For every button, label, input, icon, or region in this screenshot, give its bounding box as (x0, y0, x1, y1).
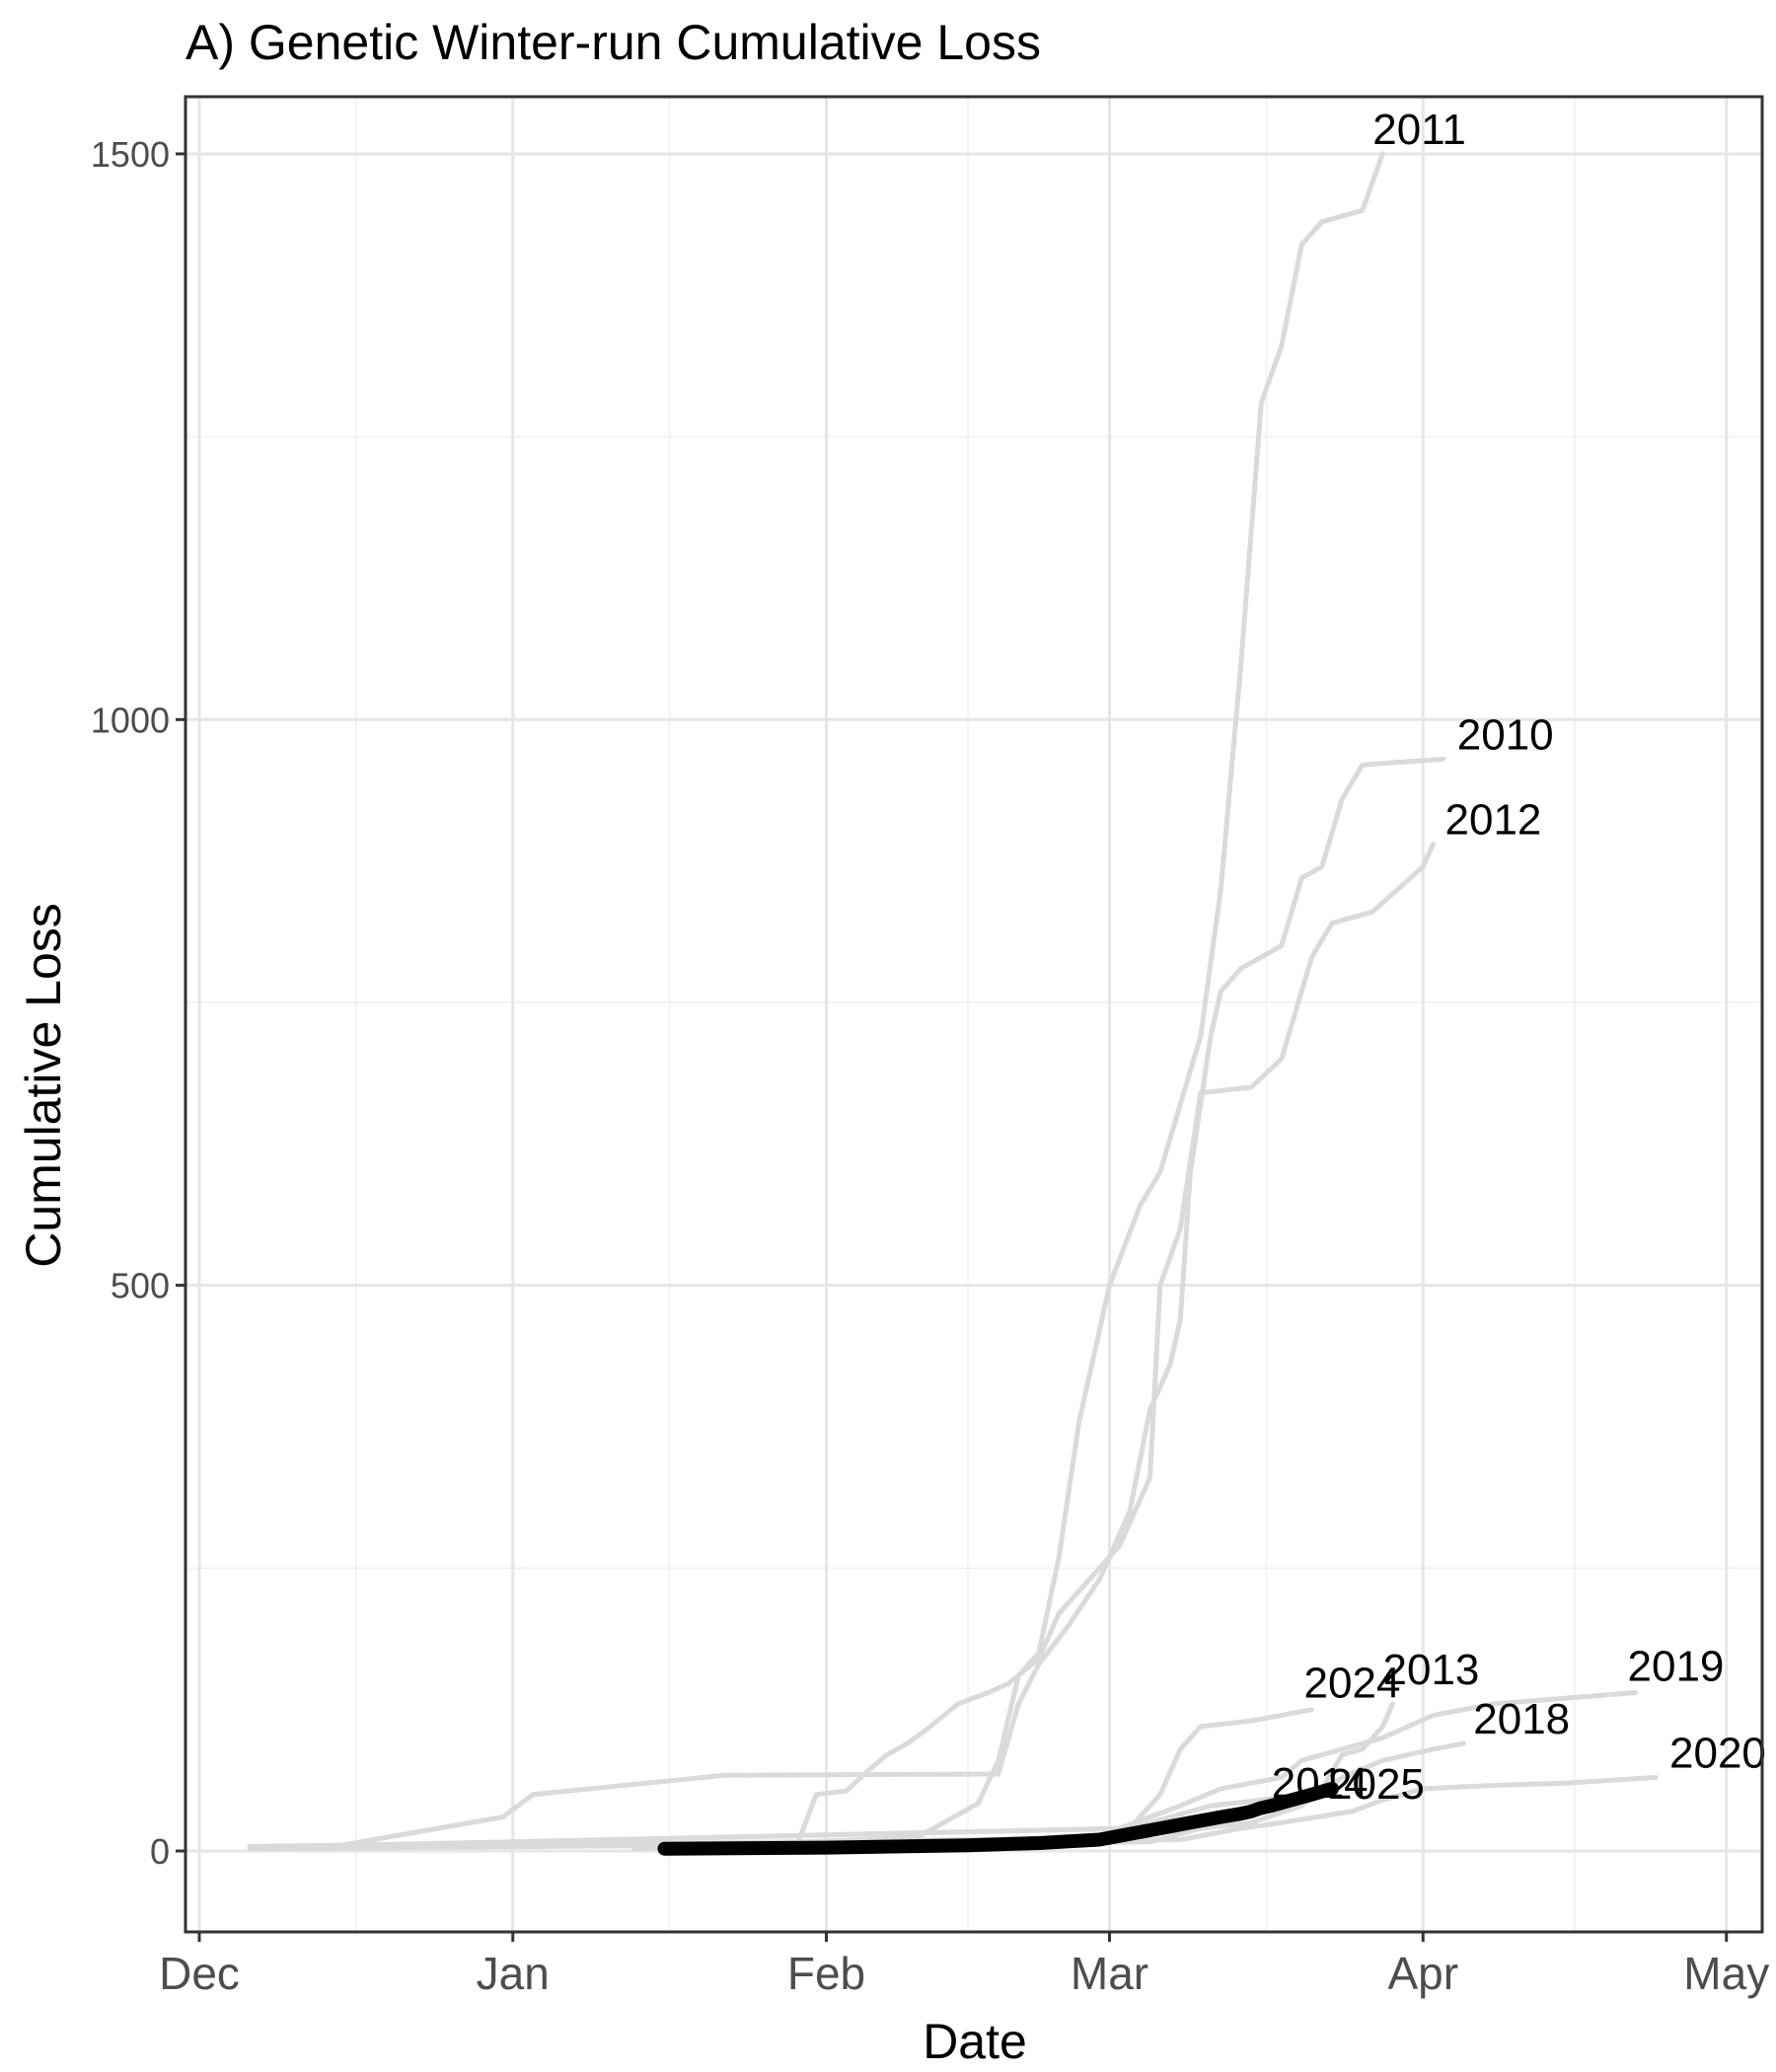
series-label-2011: 2011 (1372, 106, 1466, 154)
y-tick-label: 1000 (91, 700, 170, 740)
series-label-2025: 2025 (1328, 1760, 1425, 1809)
y-axis-label: Cumulative Loss (16, 903, 71, 1268)
series-label-2020: 2020 (1669, 1729, 1766, 1777)
chart-title: A) Genetic Winter-run Cumulative Loss (185, 15, 1041, 70)
panel-border (184, 95, 1764, 1934)
y-tick-label: 500 (111, 1266, 170, 1306)
series-label-2010: 2010 (1457, 710, 1554, 759)
series-label-2019: 2019 (1628, 1642, 1725, 1690)
x-tick-label: May (1683, 1948, 1769, 1999)
x-tick-label: Feb (787, 1948, 865, 1999)
x-axis-label: Date (923, 2014, 1027, 2069)
y-tick-label: 1500 (91, 134, 170, 175)
y-tick-label: 0 (150, 1831, 170, 1872)
x-tick-label: Dec (159, 1948, 240, 1999)
series-label-2024: 2024 (1304, 1660, 1401, 1708)
series-line-2020 (247, 1775, 1659, 1852)
series-label-2012: 2012 (1445, 795, 1542, 844)
panel-background (185, 97, 1762, 1932)
series-label-2018: 2018 (1473, 1695, 1570, 1743)
series-line-2025 (657, 1781, 1339, 1856)
x-tick-label: Mar (1071, 1948, 1148, 1999)
x-tick-label: Jan (477, 1948, 550, 1999)
series-label-2014: 2014 (1272, 1759, 1369, 1808)
x-tick-label: Apr (1387, 1948, 1458, 1999)
series-line-2012 (793, 841, 1436, 1851)
series-line-2019 (247, 1690, 1638, 1851)
series-line-2011 (631, 151, 1385, 1852)
series-line-2010 (247, 756, 1446, 1849)
series-label-2013: 2013 (1383, 1646, 1480, 1694)
